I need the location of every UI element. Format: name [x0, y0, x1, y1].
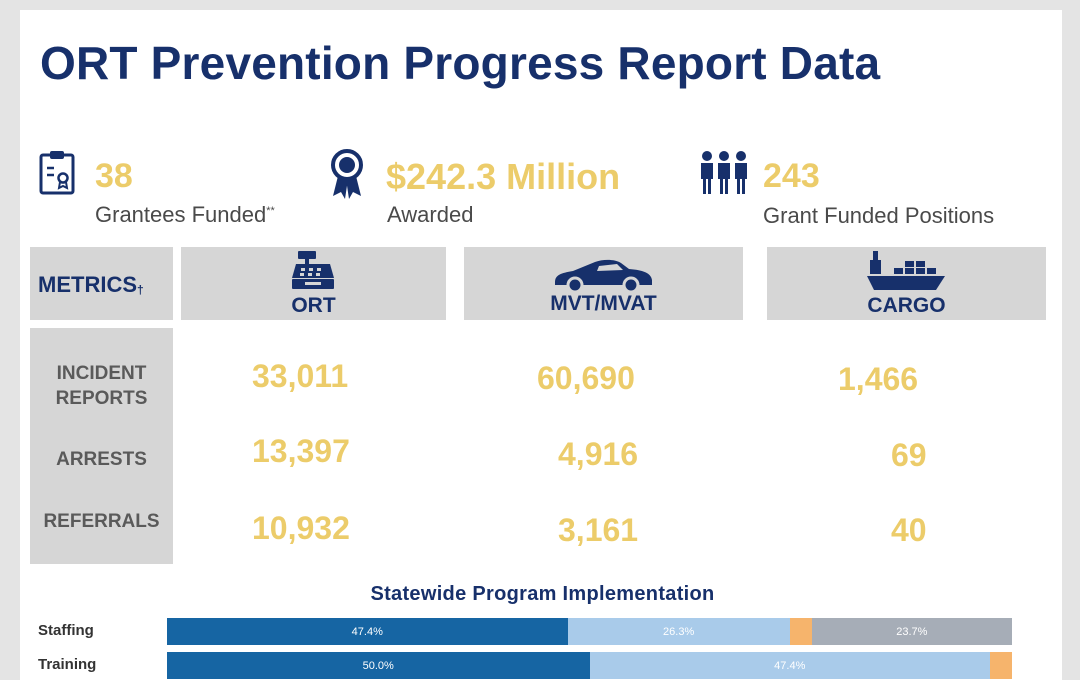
value-arrests-ort: 13,397 — [252, 433, 350, 469]
value-arrests-mvt: 4,916 — [558, 436, 639, 472]
bar-segment: 47.4% — [167, 618, 568, 645]
metrics-header: METRICS† — [38, 272, 144, 297]
car-icon — [555, 259, 652, 292]
awarded-label: Awarded — [387, 202, 474, 227]
value-arrests-cargo: 69 — [891, 437, 927, 473]
column-label-cargo: CARGO — [867, 294, 946, 317]
value-referrals-ort: 10,932 — [252, 510, 350, 546]
row-label-arrests: ARRESTS — [56, 449, 147, 470]
grantees-label: Grantees Funded** — [95, 202, 275, 227]
award-ribbon-icon — [331, 149, 363, 199]
row-label-incident-reports: INCIDENT REPORTS — [55, 363, 148, 409]
people-group-icon — [701, 151, 747, 194]
value-incident-cargo: 1,466 — [838, 361, 919, 397]
column-label-ort: ORT — [291, 294, 336, 317]
clipboard-icon — [39, 151, 75, 195]
bar-label-staffing: Staffing — [38, 622, 94, 639]
bar-segment: 23.7% — [811, 618, 1012, 645]
value-incident-ort: 33,011 — [252, 358, 349, 394]
row-labels-box — [30, 328, 173, 564]
implementation-title: Statewide Program Implementation — [370, 583, 715, 605]
report-card — [20, 10, 1062, 680]
metrics-header-box — [30, 247, 173, 320]
grantees-value: 38 — [95, 157, 133, 195]
bar-segment — [990, 652, 1012, 679]
column-label-mvt: MVT/MVAT — [550, 292, 657, 315]
value-incident-mvt: 60,690 — [537, 360, 635, 396]
bar-segment — [789, 618, 812, 645]
value-referrals-cargo: 40 — [891, 512, 927, 548]
bar-segment: 26.3% — [567, 618, 790, 645]
bar-staffing: 47.4% 26.3% 23.7% — [167, 618, 1012, 645]
bar-label-training: Training — [38, 656, 97, 673]
page-title: ORT Prevention Progress Report Data — [40, 37, 881, 89]
awarded-value: $242.3 Million — [386, 156, 621, 197]
positions-value: 243 — [763, 157, 820, 195]
row-label-referrals: REFERRALS — [43, 511, 160, 532]
positions-label: Grant Funded Positions — [763, 203, 995, 228]
cash-register-icon — [292, 251, 334, 289]
value-referrals-mvt: 3,161 — [558, 512, 639, 548]
cargo-ship-icon — [867, 251, 945, 290]
